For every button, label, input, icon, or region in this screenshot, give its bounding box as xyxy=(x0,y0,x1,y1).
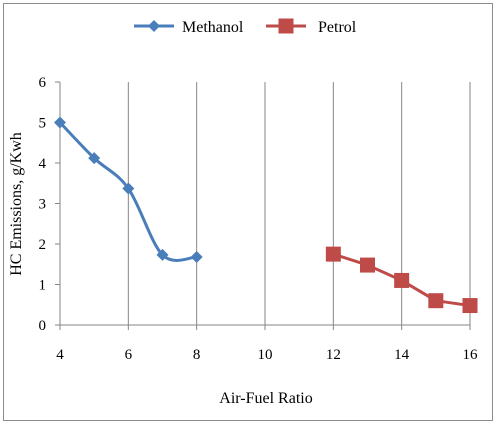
y-tick-label-2: 2 xyxy=(39,237,47,253)
point-methanol-8 xyxy=(190,250,203,263)
y-tick-label-5: 5 xyxy=(39,116,47,132)
x-tick-label-10: 10 xyxy=(258,347,273,363)
x-tick-label-12: 12 xyxy=(326,347,341,363)
x-tick-label-16: 16 xyxy=(463,347,479,363)
y-tick-label-3: 3 xyxy=(39,197,47,213)
legend-item-petrol: Petrol xyxy=(266,18,357,36)
point-petrol-13 xyxy=(360,257,375,273)
point-petrol-12 xyxy=(325,246,341,262)
y-tick-label-6: 6 xyxy=(39,75,47,91)
legend-marker-petrol xyxy=(278,18,294,34)
series-petrol xyxy=(325,246,478,314)
y-tick-label-1: 1 xyxy=(39,278,47,294)
y-axis-label: HC Emissions, g/Kwh xyxy=(8,132,25,276)
y-tick-label-4: 4 xyxy=(39,156,47,172)
point-petrol-15 xyxy=(428,293,444,309)
legend-label-methanol: Methanol xyxy=(182,19,244,36)
point-petrol-14 xyxy=(394,272,410,288)
x-axis-label: Air-Fuel Ratio xyxy=(219,390,312,407)
series xyxy=(54,116,478,314)
legend-label-petrol: Petrol xyxy=(318,19,357,36)
grid xyxy=(127,82,471,325)
x-tick-label-4: 4 xyxy=(56,347,64,363)
x-tick-label-6: 6 xyxy=(125,347,133,363)
point-petrol-16 xyxy=(462,298,478,314)
x-tick-label-8: 8 xyxy=(193,347,201,363)
legend: Methanol Petrol xyxy=(134,18,357,36)
y-tick-label-0: 0 xyxy=(39,318,47,334)
x-tick-label-14: 14 xyxy=(394,347,410,363)
legend-marker-methanol xyxy=(148,20,160,32)
point-methanol-7 xyxy=(156,248,169,261)
series-methanol xyxy=(54,116,203,263)
point-methanol-4 xyxy=(54,116,66,129)
point-methanol-5 xyxy=(88,152,101,165)
legend-item-methanol: Methanol xyxy=(134,19,244,36)
chart-frame xyxy=(3,3,493,421)
point-methanol-6 xyxy=(122,182,135,195)
